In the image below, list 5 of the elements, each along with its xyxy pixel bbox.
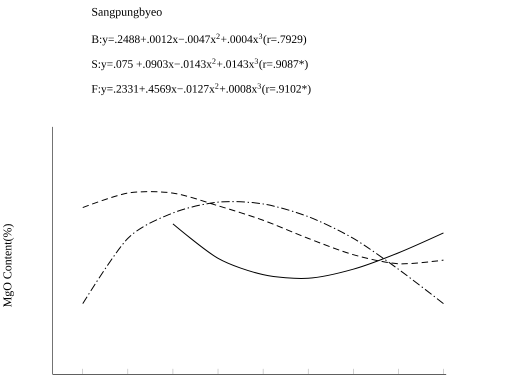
text: B:y=.2488+.0012x−.0047x$^{2}$+.0004x$^{3}$(r=.7929) [92,34,306,46]
y-axis-title: MgO Content(%) [3,224,14,308]
text: S:y=.075 +.0903x−.0143x$^{2}$+.0143x$^{3}$(r=.9087*) [92,58,308,70]
chart-title: Sangpungbyeo [92,8,162,18]
text: F:y=.2331+.4569x−.0127x$^{2}$+.0008x$^{3}$(r=.9102*) [92,84,311,96]
